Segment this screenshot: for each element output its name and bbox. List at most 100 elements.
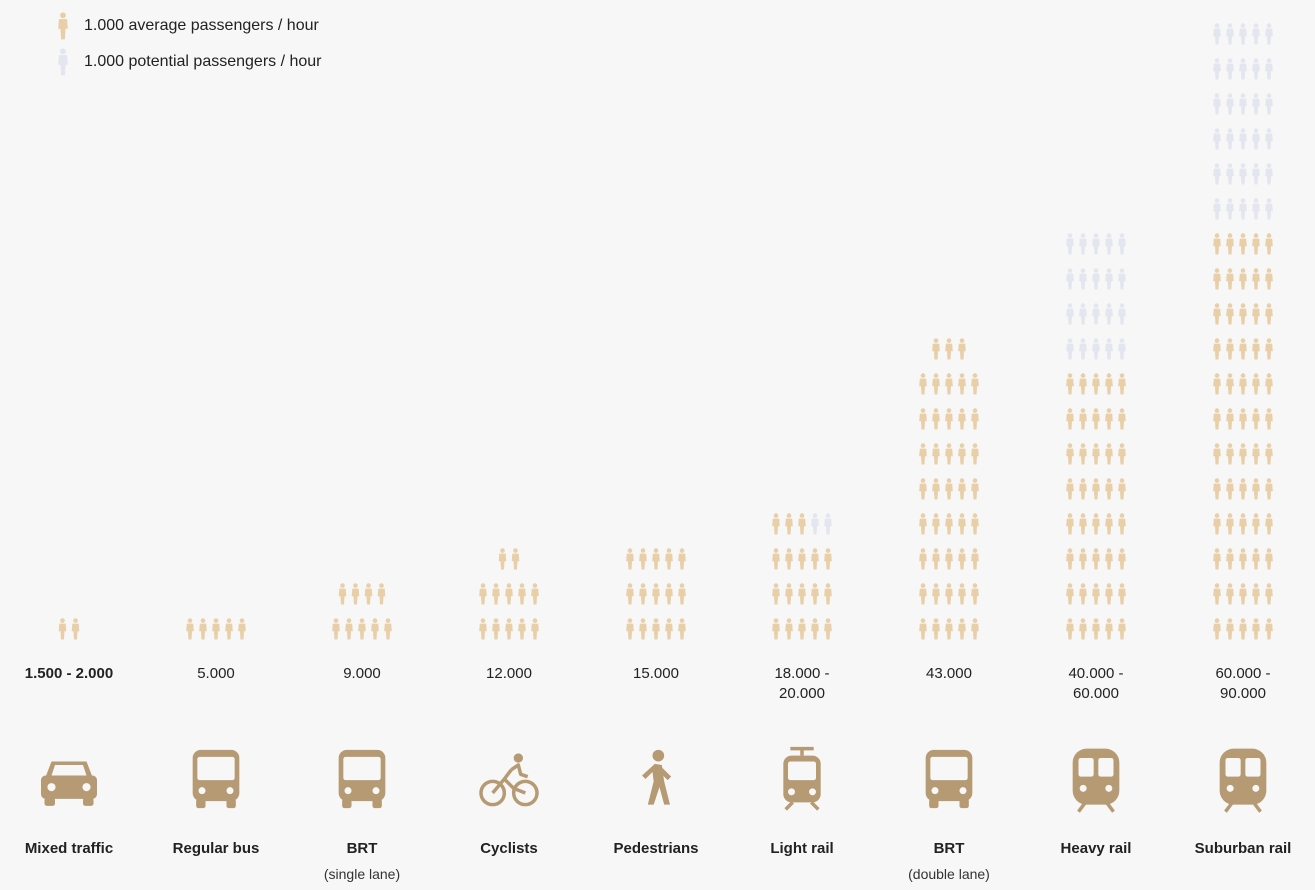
- person-average-mark: [919, 513, 927, 535]
- person-average-mark: [1092, 513, 1100, 535]
- person-average-mark: [199, 618, 207, 640]
- person-average-mark: [1092, 548, 1100, 570]
- person-average-mark: [1252, 233, 1260, 255]
- person-average-mark: [932, 338, 940, 360]
- person-potential-mark: [1105, 303, 1113, 325]
- person-average-mark: [1079, 548, 1087, 570]
- person-potential-mark: [1066, 303, 1074, 325]
- bus-icon: [338, 749, 386, 809]
- person-average-mark: [1226, 618, 1234, 640]
- person-average-mark: [1079, 513, 1087, 535]
- person-average-mark: [1213, 268, 1221, 290]
- person-average-mark: [1213, 338, 1221, 360]
- person-average-mark: [1226, 268, 1234, 290]
- person-average-mark: [492, 583, 500, 605]
- person-average-mark: [1265, 303, 1273, 325]
- person-average-mark: [971, 618, 979, 640]
- person-average-mark: [1252, 373, 1260, 395]
- person-average-mark: [785, 618, 793, 640]
- person-average-mark: [798, 618, 806, 640]
- person-potential-mark: [1252, 93, 1260, 115]
- person-average-mark: [971, 583, 979, 605]
- person-potential-mark: [1239, 128, 1247, 150]
- person-potential-mark: [1105, 338, 1113, 360]
- person-potential-mark: [1066, 233, 1074, 255]
- person-potential-mark: [1118, 338, 1126, 360]
- person-average-mark: [1079, 478, 1087, 500]
- person-average-mark: [1066, 408, 1074, 430]
- person-average-mark: [785, 548, 793, 570]
- person-potential-mark: [1213, 58, 1221, 80]
- person-average-mark: [1092, 443, 1100, 465]
- person-average-mark: [798, 513, 806, 535]
- value-label: 12.000: [486, 665, 532, 682]
- person-average-mark: [1239, 443, 1247, 465]
- person-potential-mark: [1226, 163, 1234, 185]
- person-average-mark: [1239, 268, 1247, 290]
- person-average-mark: [919, 478, 927, 500]
- person-average-mark: [1066, 583, 1074, 605]
- person-average-mark: [932, 618, 940, 640]
- person-potential-mark: [1079, 268, 1087, 290]
- person-potential-mark: [1066, 268, 1074, 290]
- person-average-mark: [958, 548, 966, 570]
- person-average-mark: [358, 618, 366, 640]
- value-label: 15.000: [633, 665, 679, 682]
- person-average-mark: [1226, 513, 1234, 535]
- person-average-mark: [1265, 268, 1273, 290]
- person-potential-mark: [1079, 233, 1087, 255]
- person-average-mark: [932, 443, 940, 465]
- value-label: 5.000: [197, 665, 235, 682]
- person-average-mark: [772, 548, 780, 570]
- person-potential-mark: [1226, 93, 1234, 115]
- person-potential-mark: [1239, 163, 1247, 185]
- person-potential-mark: [1265, 93, 1273, 115]
- person-potential-mark: [1079, 338, 1087, 360]
- person-potential-mark: [1239, 198, 1247, 220]
- person-average-mark: [1226, 233, 1234, 255]
- legend-label: 1.000 average passengers / hour: [84, 17, 319, 34]
- person-average-mark: [1265, 618, 1273, 640]
- person-average-mark: [824, 548, 832, 570]
- category-subtitle: (double lane): [908, 866, 990, 882]
- person-average-mark: [1265, 443, 1273, 465]
- legend-item-average: 1.000 average passengers / hour: [56, 8, 322, 44]
- person-average-mark: [652, 548, 660, 570]
- person-average-mark: [1066, 373, 1074, 395]
- person-average-mark: [945, 618, 953, 640]
- person-average-mark: [479, 583, 487, 605]
- pictogram-column: [479, 548, 539, 640]
- person-potential-mark: [1092, 303, 1100, 325]
- person-average-mark: [971, 478, 979, 500]
- person-average-mark: [1252, 303, 1260, 325]
- person-potential-mark: [1252, 58, 1260, 80]
- person-potential-mark: [1105, 268, 1113, 290]
- person-average-mark: [626, 548, 634, 570]
- person-average-mark: [1066, 478, 1074, 500]
- person-average-mark: [1226, 408, 1234, 430]
- value-label: 43.000: [926, 665, 972, 682]
- person-average-mark: [919, 548, 927, 570]
- person-average-mark: [479, 618, 487, 640]
- person-potential-mark: [1213, 198, 1221, 220]
- person-average-mark: [639, 548, 647, 570]
- person-average-mark: [652, 618, 660, 640]
- person-average-mark: [1226, 338, 1234, 360]
- person-average-mark: [1252, 618, 1260, 640]
- person-average-mark: [1252, 548, 1260, 570]
- person-average-mark: [1079, 373, 1087, 395]
- person-potential-mark: [1213, 163, 1221, 185]
- person-average-mark: [626, 583, 634, 605]
- person-average-mark: [1226, 373, 1234, 395]
- pictogram-column: [919, 338, 979, 640]
- person-average-mark: [498, 548, 507, 570]
- person-potential-mark: [1213, 128, 1221, 150]
- person-average-mark: [212, 618, 220, 640]
- person-potential-mark: [1118, 268, 1126, 290]
- person-average-mark: [1226, 303, 1234, 325]
- person-average-mark: [186, 618, 194, 640]
- person-potential-mark: [1213, 93, 1221, 115]
- person-average-mark: [1092, 618, 1100, 640]
- person-average-mark: [945, 408, 953, 430]
- person-average-mark: [1265, 233, 1273, 255]
